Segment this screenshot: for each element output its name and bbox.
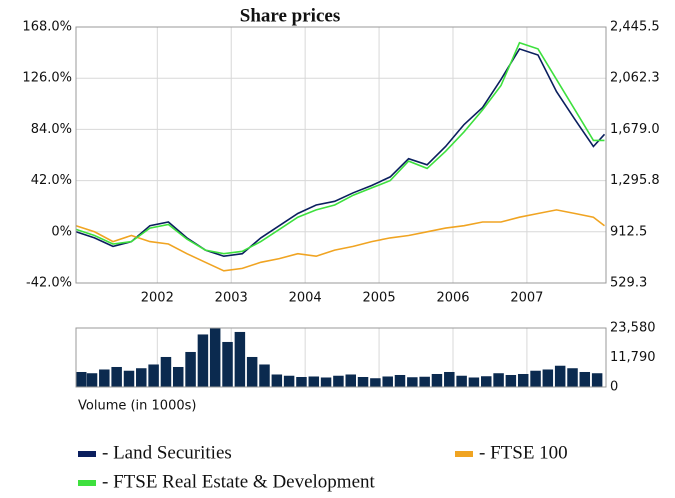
series-line	[75, 41, 605, 255]
volume-bar	[308, 376, 320, 387]
volume-bar	[234, 331, 246, 387]
volume-bar	[172, 366, 184, 387]
volume-bar	[444, 371, 455, 387]
volume-bar	[123, 370, 135, 387]
y-tick-label: 0	[610, 380, 618, 395]
volume-bar	[222, 341, 233, 387]
x-tick-label: 2007	[510, 291, 543, 306]
y-tick-label: 0%	[51, 224, 72, 239]
y-tick-label: 912.5	[610, 224, 647, 239]
plot-border	[75, 26, 607, 284]
volume-bar	[419, 376, 430, 387]
volume-bar	[530, 370, 541, 387]
volume-bar	[456, 375, 467, 387]
x-tick-label: 2003	[215, 291, 248, 306]
series-line	[75, 47, 606, 258]
volume-bar	[357, 376, 369, 387]
volume-label: Volume (in 1000s)	[78, 399, 196, 414]
y-tick-label: 11,790	[610, 350, 656, 365]
legend-swatch	[78, 480, 96, 486]
volume-bar	[148, 364, 159, 387]
volume-bar	[567, 368, 578, 387]
volume-bar	[345, 374, 357, 387]
y-tick-label: 23,580	[610, 321, 656, 336]
volume-bar	[394, 374, 406, 387]
y-tick-label: 42.0%	[31, 173, 72, 188]
volume-bar	[542, 369, 554, 387]
volume-bar	[86, 373, 98, 387]
volume-bar	[554, 365, 566, 387]
plot-border	[75, 327, 607, 388]
volume-bar	[517, 373, 529, 387]
volume-bar	[481, 376, 492, 387]
y-tick-label: 84.0%	[31, 122, 72, 137]
x-tick-label: 2004	[289, 291, 322, 306]
legend-label: - FTSE 100	[479, 442, 568, 463]
volume-bar	[296, 376, 307, 387]
volume-bar	[431, 373, 443, 387]
volume-bar	[283, 375, 295, 387]
volume-bar	[468, 377, 480, 387]
x-tick-label: 2006	[436, 291, 469, 306]
volume-bar	[185, 351, 196, 387]
y-tick-label: 126.0%	[22, 71, 72, 86]
volume-bar	[505, 374, 517, 387]
legend-label: - Land Securities	[102, 442, 232, 463]
volume-bar	[259, 364, 270, 387]
plot-frame	[75, 26, 607, 284]
y-tick-label: 2,062.3	[610, 71, 660, 86]
legend-swatch	[78, 451, 96, 457]
y-tick-label: -42.0%	[26, 276, 72, 291]
y-tick-label: 168.0%	[22, 20, 72, 35]
volume-bar	[136, 368, 147, 387]
y-tick-label: 1,295.8	[610, 173, 660, 188]
volume-bar	[333, 375, 344, 387]
volume-bar	[407, 377, 418, 387]
legend-swatch	[455, 451, 473, 457]
x-tick-label: 2005	[363, 291, 396, 306]
x-tick-label: 2002	[141, 291, 174, 306]
volume-bar	[246, 356, 258, 387]
series-line	[75, 209, 605, 272]
volume-bar	[493, 373, 504, 387]
y-tick-label: 529.3	[610, 276, 647, 291]
volume-bar	[111, 366, 122, 387]
volume-bar	[99, 369, 110, 387]
volume-bar	[579, 371, 591, 387]
y-tick-label: 2,445.5	[610, 20, 660, 35]
y-tick-label: 1,679.0	[610, 122, 660, 137]
volume-bar	[76, 371, 87, 387]
volume-bar	[320, 377, 332, 387]
volume-bar	[382, 376, 393, 387]
volume-bar	[591, 373, 603, 387]
chart-title: Share prices	[240, 5, 340, 26]
volume-bar	[197, 334, 209, 387]
legend-label: - FTSE Real Estate & Development	[102, 471, 376, 492]
volume-bar	[160, 356, 172, 387]
volume-bar	[370, 378, 381, 387]
volume-bar	[271, 374, 283, 387]
volume-bar	[209, 328, 221, 387]
